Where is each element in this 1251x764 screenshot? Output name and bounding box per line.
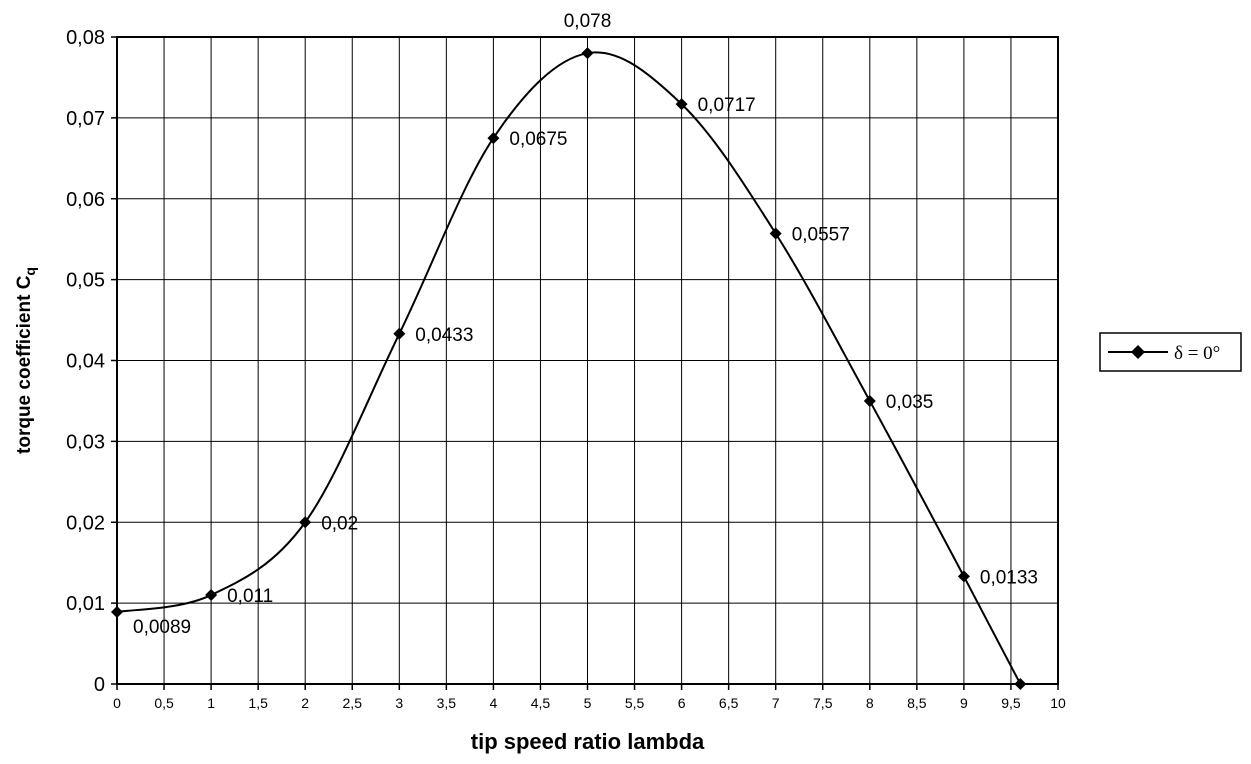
y-tick-label: 0,08 [66, 27, 105, 49]
x-tick-label: 2,5 [343, 695, 363, 711]
x-tick-label: 9,5 [1001, 695, 1021, 711]
legend: δ = 0° [1099, 332, 1242, 372]
data-point-marker [205, 589, 218, 602]
x-tick-label: 8,5 [907, 695, 927, 711]
data-point-marker [299, 516, 312, 529]
x-tick-label: 5 [584, 695, 592, 711]
x-tick-label: 7 [772, 695, 780, 711]
y-tick-label: 0,07 [66, 108, 105, 130]
data-point-marker [769, 227, 782, 240]
y-axis-title-subscript: q [22, 267, 38, 276]
data-point-marker [581, 47, 594, 60]
legend-label: δ = 0° [1174, 343, 1220, 364]
y-tick-label: 0,06 [66, 189, 105, 211]
data-label: 0,02 [321, 513, 358, 534]
x-tick-label: 0 [113, 695, 121, 711]
data-label: 0,011 [227, 586, 273, 607]
x-tick-label: 1,5 [248, 695, 268, 711]
x-tick-label: 3 [395, 695, 403, 711]
data-labels: 0,0089 0,011 0,02 0,0433 0,0675 0,078 0,0717 0,… [133, 11, 1038, 638]
legend-diamond-marker [1131, 345, 1145, 359]
x-tick-label: 0,5 [154, 695, 174, 711]
x-tick-label: 9 [960, 695, 968, 711]
data-point-marker [111, 606, 123, 619]
data-label: 0,0675 [509, 129, 567, 150]
data-point-marker [1014, 678, 1027, 690]
x-tick-label: 8 [866, 695, 874, 711]
series-markers [111, 47, 1027, 690]
x-tick-label: 7,5 [813, 695, 833, 711]
data-label: 0,0557 [792, 225, 850, 246]
data-point-marker [863, 394, 876, 407]
data-label: 0,035 [886, 392, 934, 413]
y-tick-label: 0 [94, 674, 105, 696]
y-axis-ticks: 0 0,01 0,02 0,03 0,04 0,05 0,06 0,07 0,08 [66, 27, 117, 696]
y-tick-label: 0,04 [66, 351, 105, 373]
y-axis-title: torque coefficient Cq [14, 267, 38, 454]
x-axis-ticks: 0 0,5 1 1,5 2 2,5 3 3,5 4 4,5 5 5,5 6 6,5 7 7,5 8 8,5 9 9,5… [113, 684, 1066, 711]
y-tick-label: 0,03 [66, 431, 105, 453]
x-tick-label: 6 [678, 695, 686, 711]
x-tick-label: 6,5 [719, 695, 739, 711]
data-point-marker [957, 570, 970, 583]
y-axis-title-main: torque coefficient C [14, 275, 35, 454]
y-tick-label: 0,01 [66, 593, 105, 615]
data-label: 0,0717 [698, 95, 756, 116]
x-tick-label: 4,5 [531, 695, 551, 711]
x-tick-label: 2 [301, 695, 309, 711]
x-tick-label: 10 [1050, 695, 1066, 711]
x-axis-title: tip speed ratio lambda [471, 729, 705, 754]
data-label: 0,0089 [133, 617, 191, 638]
x-tick-label: 3,5 [437, 695, 457, 711]
data-label: 0,0433 [415, 325, 473, 346]
data-point-marker [487, 132, 500, 145]
y-tick-label: 0,05 [66, 270, 105, 292]
data-label: 0,078 [564, 11, 612, 32]
x-tick-label: 5,5 [625, 695, 645, 711]
x-tick-label: 1 [207, 695, 215, 711]
y-tick-label: 0,02 [66, 512, 105, 534]
x-tick-label: 4 [490, 695, 498, 711]
data-point-marker [675, 98, 688, 111]
data-label: 0,0133 [980, 567, 1038, 588]
data-point-marker [393, 327, 406, 340]
